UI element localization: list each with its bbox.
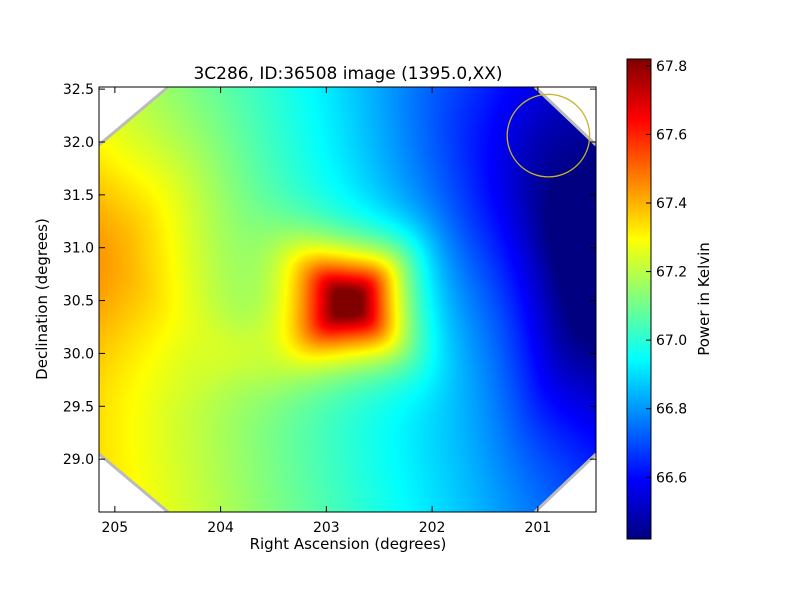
beam-marker-circle	[506, 93, 591, 178]
plot-frame	[98, 86, 597, 513]
y-tick-label: 29.0	[63, 452, 94, 468]
corner-edge-top-left	[99, 87, 169, 147]
corner-edge-top-right	[533, 87, 596, 147]
colorbar-gradient	[626, 58, 652, 540]
colorbar: 66.6 66.8 67.0 67.2 67.4 67.6 67.8 Power in Ke…	[626, 58, 713, 540]
colorbar-tick-label: 67.0	[656, 333, 687, 349]
colorbar-tick-label: 66.6	[656, 470, 687, 486]
y-tick-label: 29.5	[63, 399, 94, 415]
x-tick-label: 201	[524, 520, 551, 536]
x-tick-label: 202	[419, 520, 446, 536]
chart-title: 3C286, ID:36508 image (1395.0,XX)	[193, 64, 502, 84]
y-tick-label: 30.0	[63, 346, 94, 362]
x-tick-label: 204	[207, 520, 234, 536]
colorbar-tick-label: 67.6	[656, 127, 687, 143]
colorbar-ticks: 66.6 66.8 67.0 67.2 67.4 67.6 67.8	[646, 59, 687, 486]
corner-edge-bottom-left	[99, 452, 169, 512]
corner-edge-bottom-right	[533, 452, 596, 512]
y-axis-label: Declination (degrees)	[33, 218, 51, 380]
x-axis-ticks: 205 204 203 202 201	[101, 87, 551, 536]
heatmap-area	[99, 87, 596, 512]
colorbar-tick-label: 67.4	[656, 196, 687, 212]
colorbar-tick-label: 67.2	[656, 265, 687, 281]
x-tick-label: 205	[101, 520, 128, 536]
colorbar-tick-label: 66.8	[656, 402, 687, 418]
colorbar-tick-label: 67.8	[656, 59, 687, 75]
x-tick-label: 203	[313, 520, 340, 536]
y-axis-ticks: 29.0 29.5 30.0 30.5 31.0 31.5 32.0 32.5	[63, 82, 596, 468]
y-tick-label: 31.5	[63, 188, 94, 204]
x-axis-label: Right Ascension (degrees)	[250, 535, 447, 553]
y-tick-label: 30.5	[63, 294, 94, 310]
colorbar-label: Power in Kelvin	[695, 242, 713, 356]
y-tick-label: 32.0	[63, 135, 94, 151]
heatmap-image	[99, 87, 596, 512]
y-tick-label: 32.5	[63, 82, 94, 98]
y-tick-label: 31.0	[63, 241, 94, 257]
